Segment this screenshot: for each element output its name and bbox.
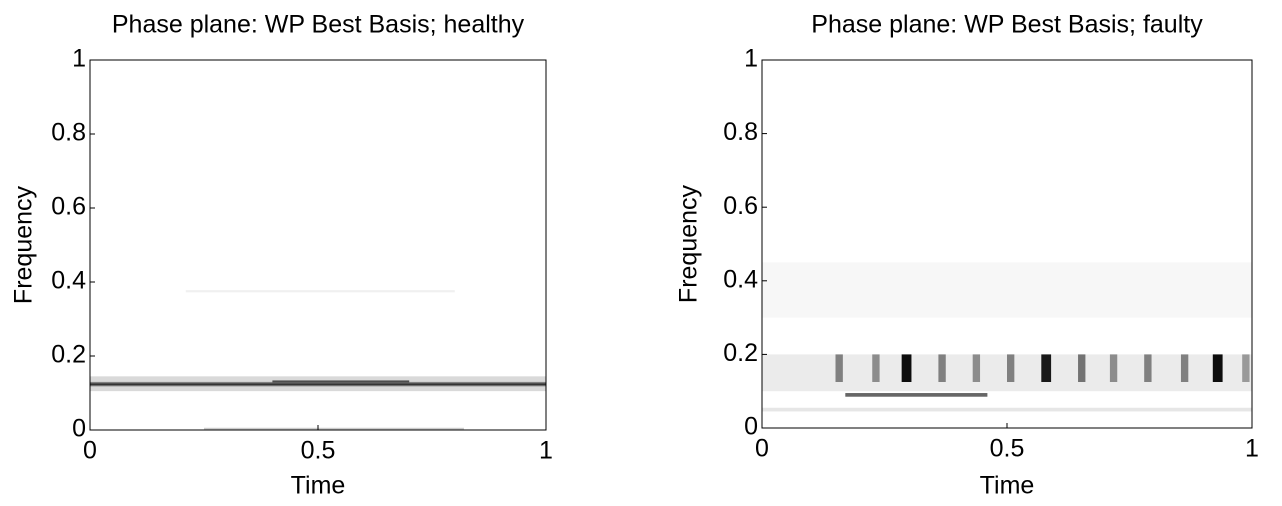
cell: [1109, 354, 1118, 382]
cell: [1212, 354, 1223, 382]
x-axis-label: Time: [291, 472, 346, 500]
cell: [204, 427, 464, 430]
x-tick-label: 0.5: [990, 435, 1025, 463]
cell: [972, 354, 981, 382]
cell: [938, 354, 946, 382]
cell: [90, 383, 546, 386]
y-tick-label: 0.4: [51, 267, 86, 295]
y-tick-label: 0.4: [723, 265, 758, 293]
cell: [1180, 354, 1189, 382]
y-tick-label: 1: [744, 45, 758, 73]
y-tick-label: 0.6: [51, 193, 86, 221]
y-tick-label: 1: [72, 45, 86, 73]
chart-title: Phase plane: WP Best Basis; healthy: [112, 11, 525, 39]
cell: [901, 354, 912, 382]
y-tick-label: 0: [72, 415, 86, 443]
y-axis-label: Frequency: [675, 184, 703, 303]
plot-frame: [89, 59, 547, 431]
cell: [1078, 354, 1086, 382]
cell: [845, 393, 988, 397]
cell: [1041, 354, 1052, 382]
cell: [762, 407, 1252, 412]
cell: [185, 290, 455, 293]
y-tick-label: 0.6: [723, 192, 758, 220]
cell: [1242, 354, 1250, 382]
x-tick-label: 0: [755, 435, 769, 463]
cell: [835, 354, 843, 382]
cell: [872, 354, 880, 382]
y-tick-label: 0.2: [723, 339, 758, 367]
x-tick-label: 0.5: [301, 437, 336, 465]
cell: [272, 380, 410, 383]
y-axis-label: Frequency: [10, 185, 38, 304]
chart-title: Phase plane: WP Best Basis; faulty: [811, 11, 1203, 39]
cell: [1007, 354, 1015, 382]
x-axis-label: Time: [980, 472, 1035, 500]
y-tick-label: 0: [744, 413, 758, 441]
y-tick-label: 0.8: [51, 119, 86, 147]
x-tick-label: 1: [1245, 435, 1259, 463]
cell: [762, 262, 1252, 318]
x-tick-label: 1: [539, 437, 553, 465]
cell: [1144, 354, 1152, 382]
y-tick-label: 0.8: [723, 118, 758, 146]
y-tick-label: 0.2: [51, 341, 86, 369]
x-tick-label: 0: [83, 437, 97, 465]
